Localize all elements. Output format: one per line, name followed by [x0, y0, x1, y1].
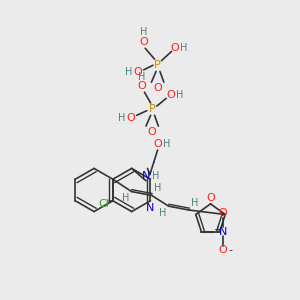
- Text: P: P: [149, 104, 156, 114]
- Text: H: H: [176, 90, 183, 100]
- Text: N: N: [146, 203, 154, 214]
- Text: O: O: [133, 67, 142, 77]
- Text: H: H: [122, 194, 129, 203]
- Text: H: H: [179, 43, 187, 52]
- Text: O: O: [170, 43, 179, 52]
- Text: O: O: [137, 81, 146, 91]
- Text: H: H: [140, 27, 147, 37]
- Text: O: O: [148, 127, 157, 137]
- Text: +: +: [213, 225, 221, 235]
- Text: O: O: [219, 208, 227, 218]
- Text: O: O: [153, 83, 162, 93]
- Text: O: O: [126, 112, 135, 123]
- Text: H: H: [163, 139, 171, 149]
- Text: -: -: [229, 245, 233, 255]
- Text: H: H: [152, 171, 159, 181]
- Text: H: H: [154, 184, 161, 194]
- Text: H: H: [159, 208, 166, 218]
- Text: O: O: [167, 90, 175, 100]
- Text: N: N: [219, 227, 227, 237]
- Text: Cl: Cl: [98, 199, 109, 209]
- Text: H: H: [138, 72, 145, 82]
- Text: H: H: [118, 112, 126, 123]
- Text: P: P: [154, 60, 161, 70]
- Text: H: H: [125, 67, 133, 77]
- Text: H: H: [191, 198, 199, 208]
- Text: O: O: [139, 37, 148, 47]
- Text: N: N: [142, 171, 150, 181]
- Text: O: O: [219, 245, 227, 255]
- Text: O: O: [153, 139, 162, 149]
- Text: O: O: [206, 193, 215, 203]
